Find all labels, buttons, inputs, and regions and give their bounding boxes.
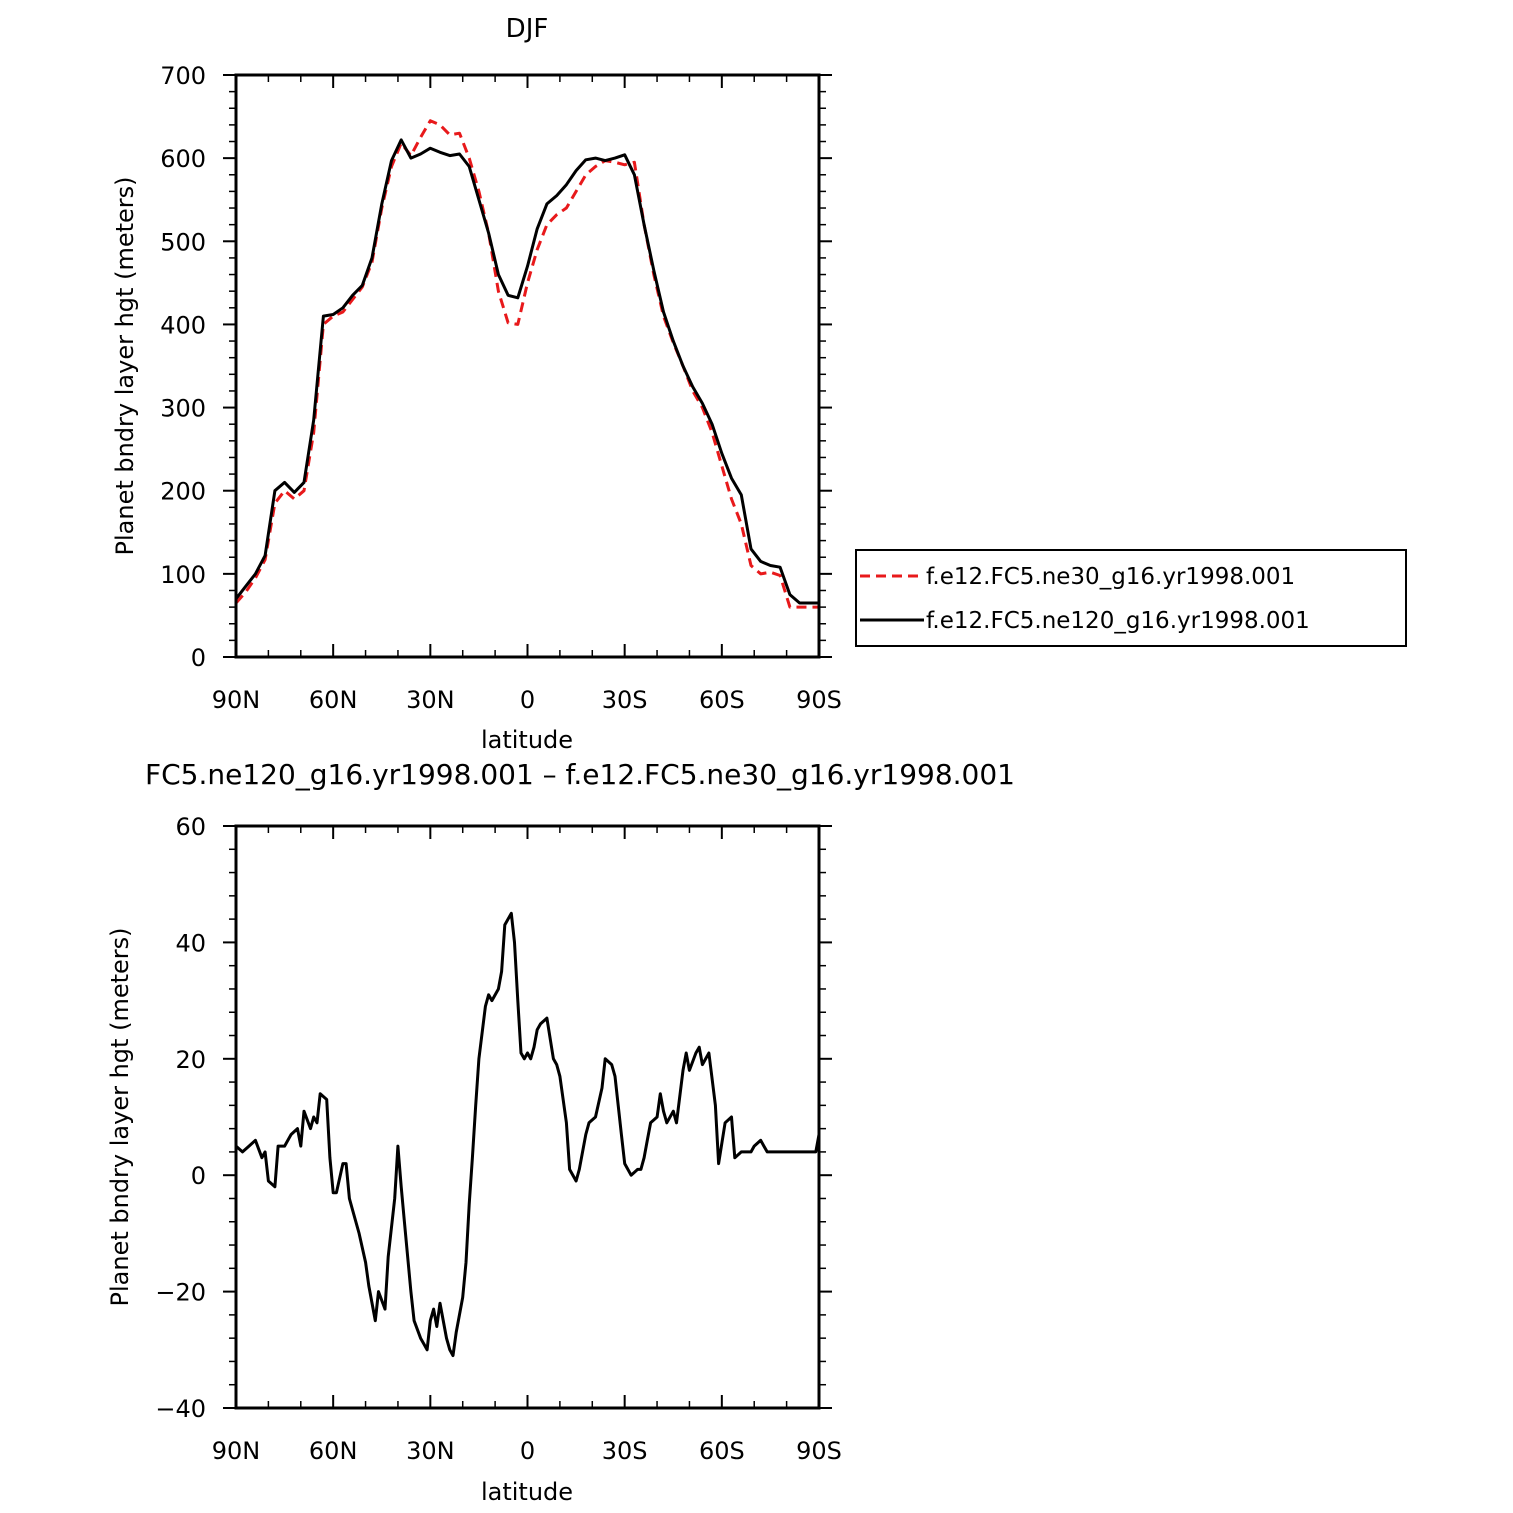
bottom-ytick-label: −40: [155, 1395, 206, 1423]
bottom-xtick-label: 90S: [796, 1437, 842, 1465]
top-series-group: [234, 119, 819, 609]
bottom-plot-frame: [234, 824, 821, 1410]
top-series-line-2: [234, 138, 819, 605]
bottom-axes: 90N 60N 30N 0 30S 60S 90S −40 −20 0 20 40 60: [155, 813, 842, 1465]
top-ytick-label: 500: [160, 228, 206, 256]
top-ytick-label: 0: [191, 644, 206, 672]
bottom-series-line-1: [235, 911, 821, 1358]
bottom-ylabel: Planet bndry layer hgt (meters): [106, 928, 134, 1307]
bottom-series-group: [235, 911, 821, 1358]
bottom-xtick-label: 90N: [212, 1437, 261, 1465]
bottom-ytick-label: 0: [191, 1162, 206, 1190]
bottom-xtick-label: 0: [520, 1437, 535, 1465]
top-ylabel: Planet bndry layer hgt (meters): [111, 177, 139, 556]
top-xtick-label: 60N: [309, 686, 358, 714]
top-xtick-label: 0: [520, 686, 535, 714]
top-xtick-label: 30S: [602, 686, 648, 714]
legend-label-ne30: f.e12.FC5.ne30_g16.yr1998.001: [926, 564, 1295, 590]
bottom-xtick-label: 60S: [699, 1437, 745, 1465]
legend-label-ne120: f.e12.FC5.ne120_g16.yr1998.001: [926, 608, 1310, 634]
top-panel: DJF latitude Planet bndry layer hgt (met…: [111, 14, 1407, 754]
bottom-ytick-label: 40: [175, 929, 206, 957]
top-xtick-label: 30N: [406, 686, 455, 714]
top-series-line-1: [234, 119, 819, 609]
bottom-title: FC5.ne120_g16.yr1998.001 – f.e12.FC5.ne3…: [145, 758, 1015, 791]
top-ytick-label: 700: [160, 62, 206, 90]
legend: f.e12.FC5.ne30_g16.yr1998.001 f.e12.FC5.…: [855, 549, 1407, 647]
bottom-ytick-label: 60: [175, 813, 206, 841]
bottom-xtick-label: 60N: [309, 1437, 358, 1465]
top-ytick-label: 400: [160, 311, 206, 339]
top-xlabel: latitude: [481, 726, 573, 754]
top-axes: 90N 60N 30N 0 30S 60S 90S 0 100 200 300 400 500 600 70…: [160, 62, 842, 714]
bottom-xtick-label: 30N: [406, 1437, 455, 1465]
bottom-ytick-label: −20: [155, 1279, 206, 1307]
top-title: DJF: [506, 14, 549, 44]
top-xtick-label: 90S: [796, 686, 842, 714]
legend-box: [855, 549, 1407, 647]
top-ytick-label: 600: [160, 145, 206, 173]
top-xtick-label: 90N: [212, 686, 261, 714]
top-ytick-label: 100: [160, 561, 206, 589]
bottom-xtick-label: 30S: [602, 1437, 648, 1465]
bottom-panel: FC5.ne120_g16.yr1998.001 – f.e12.FC5.ne3…: [106, 758, 1015, 1506]
bottom-xlabel: latitude: [481, 1478, 573, 1506]
top-plot-frame: [234, 73, 821, 659]
top-ytick-label: 300: [160, 395, 206, 423]
bottom-ytick-label: 20: [175, 1046, 206, 1074]
top-xtick-label: 60S: [699, 686, 745, 714]
top-ytick-label: 200: [160, 478, 206, 506]
